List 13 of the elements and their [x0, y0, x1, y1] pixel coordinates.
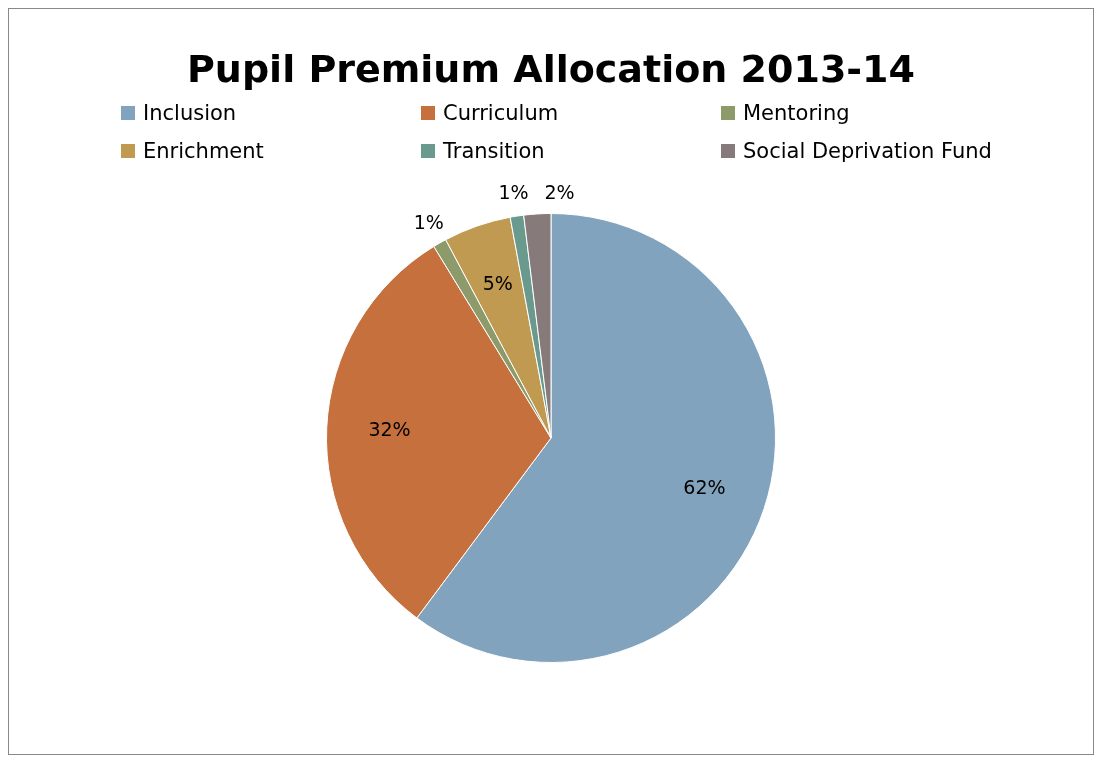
legend-label: Inclusion [143, 101, 237, 125]
legend-label: Mentoring [743, 101, 850, 125]
data-label: 5% [482, 272, 513, 295]
chart-title: Pupil Premium Allocation 2013-14 [186, 47, 916, 91]
data-label: 2% [544, 181, 575, 204]
data-label: 1% [498, 181, 529, 204]
legend-label: Enrichment [143, 139, 264, 163]
legend-label: Transition [443, 139, 545, 163]
data-label: 32% [368, 417, 411, 440]
legend-label: Social Deprivation Fund [743, 139, 992, 163]
legend-label: Curriculum [443, 101, 559, 125]
data-label: 62% [683, 475, 726, 498]
data-label: 1% [413, 210, 444, 233]
